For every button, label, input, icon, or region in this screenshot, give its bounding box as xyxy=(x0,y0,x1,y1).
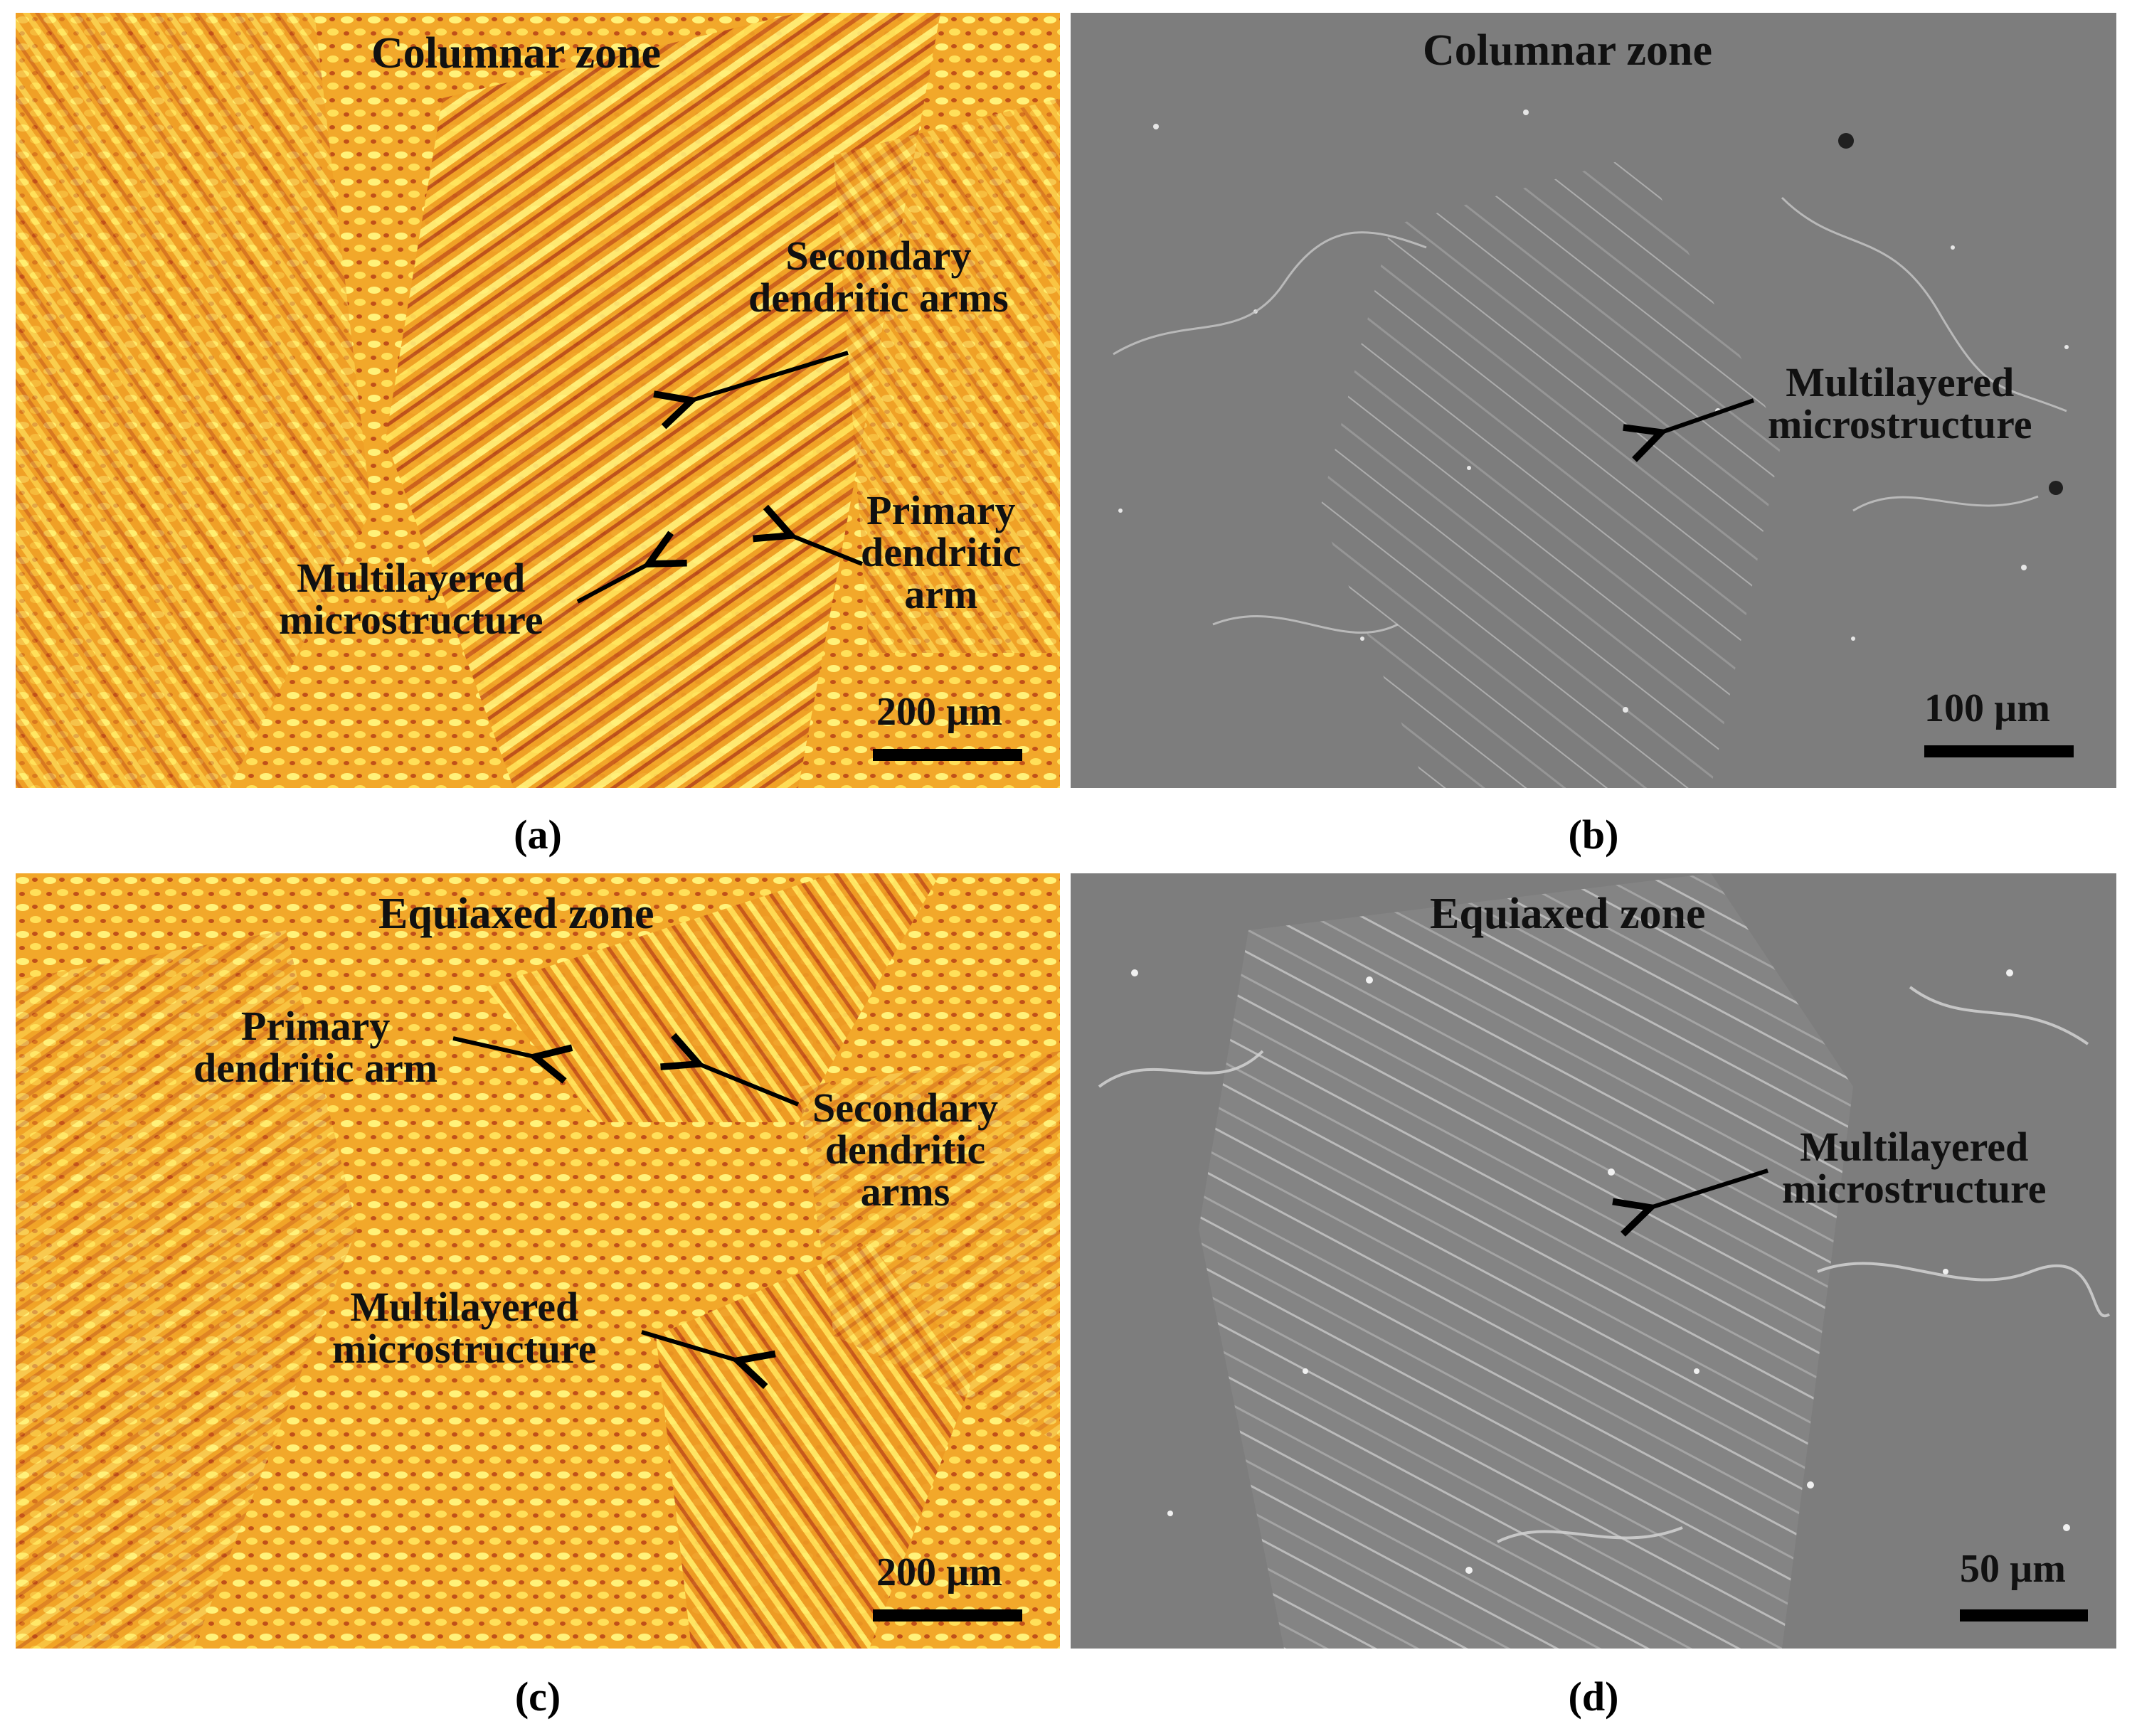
scale-bar-label: 200 µm xyxy=(876,690,1002,734)
caption-a: (a) xyxy=(514,811,562,858)
annotation-primary-dendritic-arm: Primary dendritic arm xyxy=(193,1003,438,1092)
caption-b: (b) xyxy=(1568,811,1619,858)
panel-b-micrograph: Columnar zone Multilayered microstructur… xyxy=(1071,13,2116,788)
zone-title: Equiaxed zone xyxy=(1430,890,1706,938)
caption-c: (c) xyxy=(514,1673,561,1720)
optical-micrograph-texture xyxy=(16,873,1060,1649)
scale-bar-label: 100 µm xyxy=(1924,686,2050,730)
caption-d: (d) xyxy=(1568,1673,1619,1720)
annotation-secondary-dendritic-arms: Secondary dendritic arms xyxy=(812,1085,998,1215)
optical-micrograph-texture xyxy=(16,13,1060,788)
panel-a-micrograph: Columnar zone Secondary dendritic arms P… xyxy=(16,13,1060,788)
scale-bar xyxy=(1924,745,2074,757)
scale-bar-label: 200 µm xyxy=(876,1550,1002,1594)
annotation-multilayered-microstructure: Multilayered microstructure xyxy=(279,555,543,644)
zone-title: Columnar zone xyxy=(1423,26,1713,75)
scale-bar xyxy=(1960,1609,2088,1621)
annotation-secondary-dendritic-arms: Secondary dendritic arms xyxy=(748,233,1009,321)
annotation-multilayered-microstructure: Multilayered microstructure xyxy=(332,1284,597,1373)
panel-c-micrograph: Equiaxed zone Primary dendritic arm Seco… xyxy=(16,873,1060,1649)
sem-micrograph-texture xyxy=(1071,873,2116,1649)
sem-micrograph-texture xyxy=(1071,13,2116,788)
scale-bar-label: 50 µm xyxy=(1960,1547,2066,1591)
panel-d-micrograph: Equiaxed zone Multilayered microstructur… xyxy=(1071,873,2116,1649)
zone-title: Columnar zone xyxy=(371,29,662,78)
scale-bar xyxy=(873,749,1022,761)
annotation-multilayered-microstructure: Multilayered microstructure xyxy=(1782,1124,2047,1213)
zone-title: Equiaxed zone xyxy=(378,890,654,938)
annotation-primary-dendritic-arm: Primary dendritic arm xyxy=(861,487,1022,618)
scale-bar xyxy=(873,1609,1022,1621)
annotation-multilayered-microstructure: Multilayered microstructure xyxy=(1768,359,2032,448)
